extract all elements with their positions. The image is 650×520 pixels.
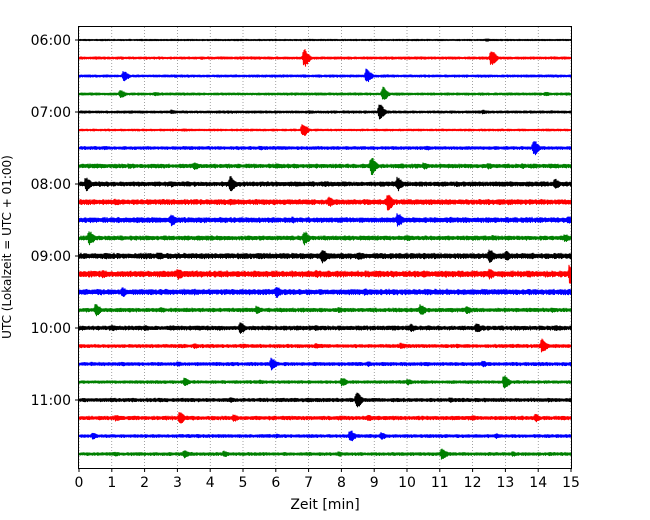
- plot-frame: [78, 26, 572, 469]
- trace-group: [78, 38, 573, 460]
- seismic-trace-1045: [78, 375, 573, 389]
- x-tick-label: 5: [239, 475, 248, 491]
- seismic-trace-0815: [78, 194, 573, 211]
- seismic-trace-0845: [78, 231, 573, 246]
- x-tick-label: 2: [140, 475, 149, 491]
- y-tick-label: 10:00: [31, 321, 71, 337]
- seismic-trace-0600: [78, 38, 572, 42]
- seismic-trace-0630: [78, 68, 573, 83]
- x-tick-label: 12: [464, 475, 482, 491]
- seismic-trace-0915: [78, 264, 573, 284]
- x-tick-label: 11: [431, 475, 449, 491]
- seismic-trace-1145: [78, 448, 573, 460]
- x-tick-label: 13: [496, 475, 514, 491]
- x-tick-label: 3: [173, 475, 182, 491]
- seismic-trace-0615: [78, 48, 573, 67]
- x-tick-label: 9: [370, 475, 379, 491]
- seismic-trace-1000: [78, 322, 573, 334]
- seismic-trace-0730: [78, 141, 573, 156]
- y-tick-label: 08:00: [31, 177, 71, 193]
- seismic-trace-0830: [78, 213, 573, 227]
- x-axis-ticks: 0 1 2 3 4 5 6 7 8 9 10 11 12 13 14 15: [75, 468, 580, 491]
- x-tick-label: 8: [337, 475, 346, 491]
- seismic-trace-0900: [78, 249, 573, 264]
- x-tick-label: 7: [304, 475, 313, 491]
- y-tick-label: 11:00: [31, 393, 71, 409]
- x-tick-label: 1: [107, 475, 116, 491]
- seismic-trace-0645: [78, 86, 573, 100]
- y-tick-label: 06:00: [31, 33, 71, 49]
- x-tick-label: 0: [75, 475, 84, 491]
- seismic-trace-1100: [78, 392, 573, 408]
- seismic-trace-0745: [78, 157, 573, 176]
- seismic-trace-1130: [78, 430, 573, 442]
- y-tick-label: 07:00: [31, 105, 71, 121]
- seismic-trace-0700: [78, 104, 573, 120]
- seismic-trace-0930: [78, 286, 573, 298]
- y-tick-label: 09:00: [31, 249, 71, 265]
- seismic-trace-0945: [78, 303, 573, 317]
- seismic-trace-1030: [78, 357, 573, 371]
- seismic-trace-1015: [78, 338, 573, 353]
- y-axis-title: UTC (Lokalzeit = UTC + 01:00): [0, 155, 14, 339]
- x-axis-title: Zeit [min]: [290, 497, 359, 513]
- seismic-trace-0715: [78, 124, 573, 136]
- y-axis-ticks: 06:00 07:00 08:00 09:00 10:00 11:00: [31, 33, 79, 409]
- x-tick-label: 14: [529, 475, 547, 491]
- x-tick-label: 10: [398, 475, 416, 491]
- x-tick-label: 6: [271, 475, 280, 491]
- seismic-trace-0800: [78, 176, 573, 192]
- x-tick-label: 15: [562, 475, 580, 491]
- seismic-trace-1115: [78, 411, 573, 424]
- x-tick-label: 4: [206, 475, 215, 491]
